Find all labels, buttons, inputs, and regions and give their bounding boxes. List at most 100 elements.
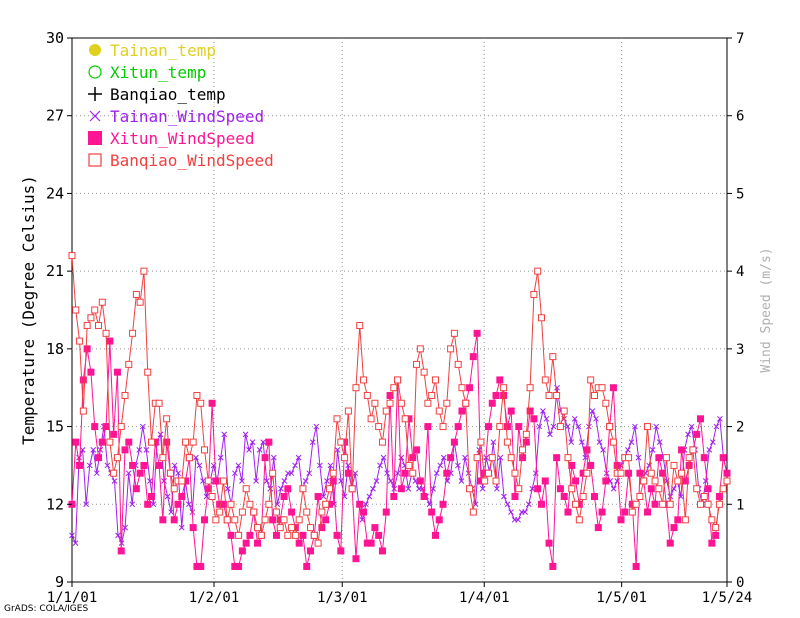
series-line bbox=[71, 333, 728, 567]
data-point bbox=[193, 562, 201, 570]
data-point bbox=[723, 469, 731, 477]
data-point bbox=[545, 539, 553, 547]
data-point bbox=[397, 399, 405, 407]
data-point bbox=[325, 500, 333, 508]
data-point bbox=[593, 415, 599, 422]
data-point bbox=[249, 439, 256, 445]
data-point bbox=[360, 508, 368, 516]
data-point bbox=[87, 314, 95, 322]
data-point bbox=[625, 447, 631, 453]
data-point bbox=[303, 508, 311, 516]
data-point bbox=[602, 399, 610, 407]
data-point bbox=[625, 454, 633, 462]
data-point bbox=[643, 508, 651, 516]
data-point bbox=[583, 469, 591, 477]
data-point bbox=[250, 508, 258, 516]
series-Xitun_WindSpeed bbox=[68, 329, 731, 570]
data-point bbox=[428, 391, 436, 399]
x-tick-label: 1/1/01 bbox=[47, 590, 98, 606]
data-point bbox=[466, 384, 474, 392]
data-point bbox=[204, 477, 212, 485]
data-point bbox=[708, 539, 716, 547]
data-point bbox=[238, 508, 246, 516]
data-point bbox=[405, 415, 413, 423]
data-point bbox=[178, 524, 185, 531]
data-point bbox=[121, 446, 129, 454]
data-point bbox=[263, 478, 270, 484]
data-point bbox=[678, 446, 686, 454]
data-point bbox=[170, 485, 178, 493]
y-tick-label-right: 7 bbox=[736, 31, 744, 47]
data-point bbox=[560, 407, 568, 415]
data-point bbox=[72, 306, 80, 314]
data-point bbox=[435, 516, 443, 524]
y-tick-label-right: 1 bbox=[736, 497, 744, 513]
data-point bbox=[341, 454, 349, 462]
data-point bbox=[594, 524, 602, 532]
data-point bbox=[320, 493, 327, 500]
data-point bbox=[79, 407, 87, 415]
data-point bbox=[572, 477, 580, 485]
data-point bbox=[394, 376, 402, 384]
data-point bbox=[454, 423, 462, 431]
data-point bbox=[606, 423, 614, 431]
data-point bbox=[488, 454, 496, 462]
data-point bbox=[219, 500, 227, 508]
data-point bbox=[189, 524, 197, 532]
data-point bbox=[609, 384, 617, 392]
data-point bbox=[507, 454, 515, 462]
data-point bbox=[334, 447, 341, 453]
data-point bbox=[511, 469, 519, 477]
data-point bbox=[636, 493, 644, 501]
legend-marker bbox=[88, 65, 102, 79]
data-point bbox=[617, 516, 625, 524]
data-point bbox=[363, 501, 369, 508]
data-point bbox=[254, 539, 262, 547]
data-point bbox=[640, 477, 648, 485]
data-point bbox=[182, 438, 190, 446]
data-point bbox=[242, 431, 249, 438]
data-point bbox=[157, 431, 164, 438]
data-point bbox=[437, 462, 444, 469]
data-point bbox=[413, 360, 421, 368]
data-point bbox=[344, 407, 352, 415]
data-point bbox=[636, 469, 644, 477]
data-point bbox=[102, 423, 110, 431]
y-tick-label-right: 5 bbox=[736, 186, 744, 202]
data-point bbox=[348, 485, 356, 493]
data-point bbox=[575, 423, 582, 430]
data-point bbox=[503, 438, 511, 446]
y-tick-label-left: 18 bbox=[46, 340, 64, 358]
data-point bbox=[647, 469, 655, 477]
data-point bbox=[602, 477, 610, 485]
data-point bbox=[356, 322, 364, 330]
data-point bbox=[481, 469, 489, 477]
data-point bbox=[696, 500, 704, 508]
data-point bbox=[666, 539, 674, 547]
data-point bbox=[674, 516, 682, 524]
legend-item-Xitun_temp: Xitun_temp bbox=[88, 63, 206, 82]
data-point bbox=[325, 485, 333, 493]
data-point bbox=[280, 516, 288, 524]
data-point bbox=[217, 454, 224, 461]
data-point bbox=[79, 376, 87, 384]
data-point bbox=[378, 438, 386, 446]
legend-marker bbox=[88, 87, 102, 101]
data-point bbox=[571, 415, 578, 422]
data-point bbox=[288, 524, 296, 532]
legend-marker bbox=[89, 44, 101, 56]
data-point bbox=[136, 298, 144, 306]
data-point bbox=[163, 438, 171, 446]
data-point bbox=[492, 391, 500, 399]
data-point bbox=[288, 508, 296, 516]
data-point bbox=[208, 493, 216, 501]
data-point bbox=[231, 516, 239, 524]
data-point bbox=[522, 430, 530, 438]
grads-credit: GrADS: COLA/IGES bbox=[4, 604, 89, 614]
data-point bbox=[159, 454, 167, 462]
y-tick-label-left: 27 bbox=[46, 107, 64, 125]
data-point bbox=[98, 298, 106, 306]
data-point bbox=[484, 469, 492, 477]
data-point bbox=[281, 478, 288, 484]
data-point bbox=[712, 524, 720, 532]
